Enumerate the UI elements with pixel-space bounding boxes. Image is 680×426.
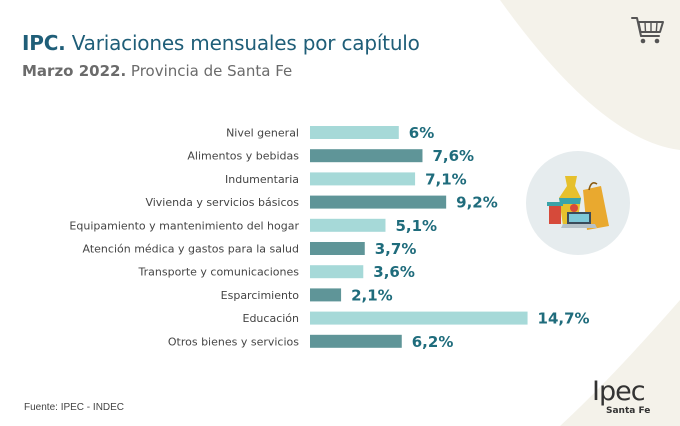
bar bbox=[310, 218, 386, 232]
category-label: Indumentaria bbox=[225, 173, 299, 186]
bar bbox=[310, 311, 528, 325]
category-label: Otros bienes y servicios bbox=[168, 335, 299, 348]
value-label: 6% bbox=[409, 124, 434, 142]
logo-text: Ipec bbox=[592, 376, 646, 407]
bar bbox=[310, 242, 365, 255]
shopping-cart-icon bbox=[631, 17, 664, 44]
value-label: 9,2% bbox=[456, 194, 498, 212]
category-label: Equipamiento y mantenimiento del hogar bbox=[69, 219, 299, 232]
shopping-items-icon bbox=[526, 151, 630, 255]
bar bbox=[310, 149, 423, 163]
bar bbox=[310, 172, 416, 186]
category-label: Nivel general bbox=[226, 127, 299, 140]
chart-title: IPC. Variaciones mensuales por capítulo bbox=[22, 31, 420, 55]
bar bbox=[310, 195, 447, 209]
chart-subtitle: Marzo 2022. Provincia de Santa Fe bbox=[22, 62, 292, 80]
value-label: 7,1% bbox=[425, 170, 467, 188]
ipec-logo: Ipec Santa Fe bbox=[592, 376, 662, 417]
value-label: 3,7% bbox=[375, 240, 417, 258]
source-note: Fuente: IPEC - INDEC bbox=[24, 402, 125, 413]
subtitle-bold: Marzo 2022. bbox=[22, 62, 127, 80]
value-label: 3,6% bbox=[373, 263, 415, 281]
value-label: 2,1% bbox=[351, 286, 393, 304]
value-label: 14,7% bbox=[538, 310, 590, 328]
category-label: Esparcimiento bbox=[221, 289, 300, 302]
category-label: Educación bbox=[243, 312, 300, 325]
bar bbox=[310, 288, 342, 302]
bar bbox=[310, 126, 399, 139]
value-label: 6,2% bbox=[412, 333, 454, 351]
title-bold: IPC. bbox=[22, 31, 66, 55]
category-label: Vivienda y servicios básicos bbox=[145, 196, 299, 209]
logo-subtext: Santa Fe bbox=[606, 406, 651, 416]
category-label: Transporte y comunicaciones bbox=[138, 266, 300, 279]
value-label: 5,1% bbox=[395, 217, 437, 235]
bar bbox=[310, 265, 364, 279]
title-rest: Variaciones mensuales por capítulo bbox=[65, 31, 420, 55]
bar bbox=[310, 334, 402, 348]
category-label: Alimentos y bebidas bbox=[187, 150, 299, 163]
value-label: 7,6% bbox=[432, 147, 474, 165]
category-label: Atención médica y gastos para la salud bbox=[83, 243, 299, 256]
subtitle-rest: Provincia de Santa Fe bbox=[126, 62, 293, 80]
